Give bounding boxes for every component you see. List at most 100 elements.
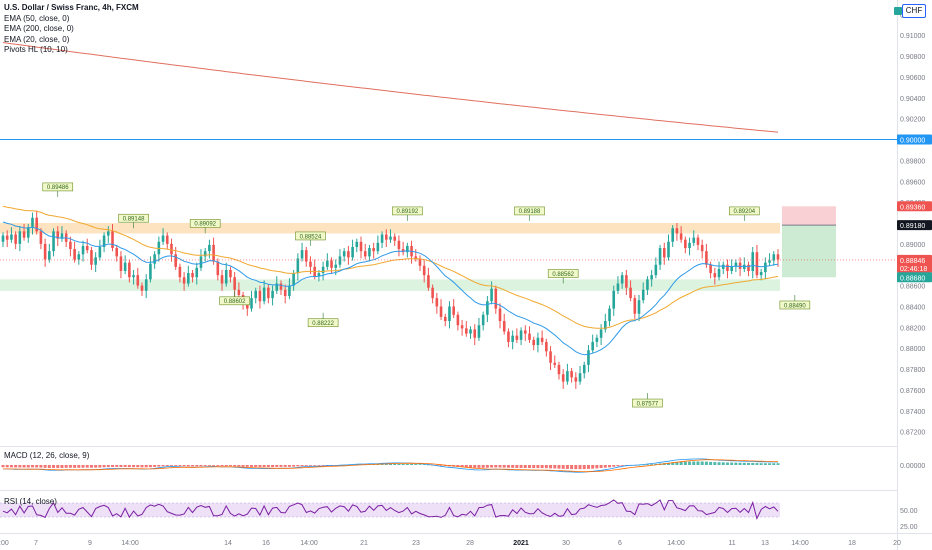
macd-histogram-bar (153, 465, 157, 467)
macd-histogram-bar (47, 465, 51, 468)
macd-pane-label[interactable]: MACD (12, 26, close, 9) (4, 451, 90, 460)
macd-histogram-bar (439, 465, 443, 466)
candle-body (132, 275, 135, 278)
candle-body (14, 234, 17, 244)
candle-body (182, 277, 186, 284)
candle-body (549, 351, 552, 363)
candle-body (578, 373, 582, 382)
candle-body (743, 264, 746, 269)
price-label-box (897, 201, 932, 212)
candle-body (675, 228, 679, 234)
candle-body (334, 264, 338, 268)
candle-body (671, 228, 675, 242)
macd-histogram-bar (473, 465, 477, 468)
candle-body (368, 248, 371, 257)
candle-body (473, 329, 477, 338)
macd-histogram-bar (233, 465, 237, 467)
candle-body (528, 333, 531, 340)
pivot-label-box (295, 231, 326, 241)
candle-body (224, 269, 228, 284)
macd-histogram-bar (140, 465, 144, 468)
candle-body (212, 244, 215, 262)
macd-histogram-bar (418, 464, 422, 465)
macd-axis-label: 0.00000 (900, 463, 925, 470)
macd-histogram-bar (586, 465, 590, 469)
candle-body (776, 254, 780, 260)
macd-histogram-bar (68, 465, 72, 468)
time-tick-label: 9 (88, 540, 92, 547)
candle-body (523, 330, 527, 334)
price-tick-label: 0.89600 (900, 179, 925, 186)
pivot-label: 0.89192 (396, 209, 418, 215)
candle-body (389, 236, 392, 240)
candle-body (679, 233, 683, 240)
candle-body (612, 290, 616, 309)
candle-body (540, 337, 544, 342)
candle-body (721, 264, 725, 269)
macd-histogram-bar (666, 462, 670, 465)
candle-body (662, 248, 666, 258)
candle-body (755, 252, 759, 276)
candle-body (633, 298, 637, 314)
macd-histogram-bar (250, 465, 254, 467)
macd-histogram-bar (317, 465, 321, 466)
time-tick-label: 6 (618, 540, 622, 547)
candle-body (700, 244, 704, 252)
time-tick-label: 18 (848, 540, 856, 547)
macd-histogram-bar (94, 465, 98, 468)
macd-histogram-bar (561, 465, 565, 469)
pivot-label-box (219, 296, 250, 306)
macd-histogram-bar (553, 465, 557, 469)
candle-body (165, 235, 169, 244)
price-scale-status-icon (894, 7, 902, 15)
time-tick-label: 28 (466, 540, 474, 547)
position-target-area (782, 206, 836, 226)
symbol-title[interactable]: U.S. Dollar / Swiss Franc, 4h, FXCM (4, 3, 139, 12)
macd-histogram-bar (228, 465, 232, 467)
candle-body (465, 328, 468, 334)
price-tick-label: 0.87200 (900, 430, 925, 437)
macd-histogram-bar (485, 465, 489, 468)
macd-histogram-bar (52, 465, 56, 468)
candle-body (709, 264, 712, 274)
candle-body (363, 251, 367, 257)
candle-body (764, 262, 767, 273)
candle-body (258, 290, 262, 302)
candle-body (759, 272, 763, 276)
candle-body (591, 341, 594, 351)
pivot-label-box (42, 182, 74, 192)
rsi-pane-label[interactable]: RSI (14, close) (4, 497, 57, 506)
candle-body (216, 261, 220, 276)
candle-body (418, 258, 422, 266)
macd-histogram-bar (721, 462, 725, 465)
macd-histogram-bar (203, 465, 207, 467)
macd-histogram-bar (401, 463, 405, 465)
macd-histogram-bar (679, 461, 683, 465)
macd-histogram-bar (161, 465, 165, 467)
ema50-legend[interactable]: EMA (50, close, 0) (4, 13, 70, 23)
macd-histogram-bar (570, 465, 574, 470)
candle-body (43, 243, 47, 260)
pivot-label: 0.87577 (637, 401, 659, 407)
candle-body (128, 262, 131, 278)
ema200-legend[interactable]: EMA (200, close, 0) (4, 24, 74, 33)
pivot-label-box (632, 398, 663, 408)
macd-histogram-bar (515, 465, 519, 468)
macd-histogram-bar (393, 463, 397, 465)
pivot-label: 0.89486 (47, 185, 69, 191)
macd-histogram-bar (98, 465, 102, 468)
pivot-label: 0.88490 (784, 303, 806, 309)
macd-histogram-bar (410, 463, 414, 465)
pivots-legend[interactable]: Pivots HL (10, 10) (4, 45, 68, 54)
candle-body (203, 251, 207, 257)
macd-histogram-bar (692, 461, 696, 465)
price-tick-label: 0.87400 (900, 409, 925, 416)
macd-histogram-bar (43, 465, 47, 468)
candle-body (507, 331, 510, 342)
macd-histogram-bar (169, 465, 173, 466)
macd-histogram-bar (241, 465, 245, 467)
macd-histogram-bar (144, 465, 148, 468)
ema20-legend[interactable]: EMA (20, close, 0) (4, 34, 70, 44)
currency-badge[interactable]: CHF (902, 4, 926, 18)
